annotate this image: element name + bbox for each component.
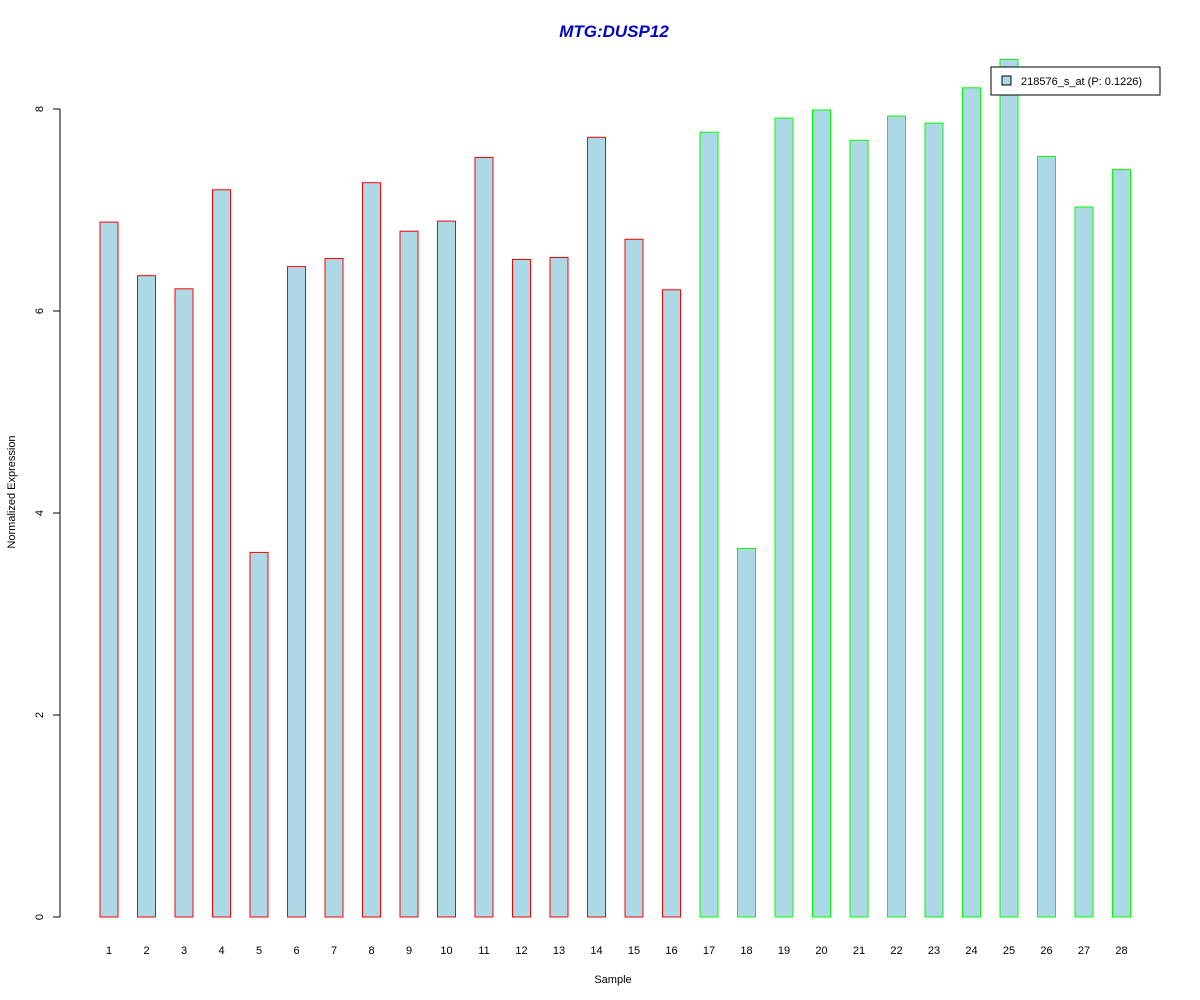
x-tick-label: 24 bbox=[965, 945, 977, 957]
bar-sample-2 bbox=[137, 275, 156, 918]
bar-sample-1 bbox=[99, 221, 119, 918]
bar-sample-22 bbox=[887, 115, 906, 918]
bar-sample-19 bbox=[774, 117, 794, 918]
legend-box bbox=[990, 66, 1161, 96]
x-tick-label: 23 bbox=[928, 945, 940, 957]
bar-sample-25 bbox=[999, 59, 1019, 918]
x-tick-label: 11 bbox=[478, 945, 489, 957]
x-tick-label: 8 bbox=[368, 945, 374, 957]
bar-sample-4 bbox=[212, 189, 231, 918]
bar-sample-24 bbox=[962, 87, 981, 918]
x-tick-label: 4 bbox=[218, 945, 224, 957]
x-axis-label: Sample bbox=[594, 974, 631, 986]
y-tick-label: 8 bbox=[34, 106, 46, 112]
x-tick-label: 16 bbox=[665, 945, 677, 957]
x-tick-label: 5 bbox=[256, 945, 262, 957]
bar-sample-21 bbox=[849, 139, 869, 918]
legend-swatch bbox=[1001, 75, 1012, 86]
bar-sample-14 bbox=[587, 136, 606, 918]
x-tick-label: 3 bbox=[181, 945, 187, 957]
x-tick-label: 26 bbox=[1040, 945, 1052, 957]
y-tick-label: 0 bbox=[34, 914, 46, 920]
y-tick-label: 4 bbox=[34, 510, 46, 516]
bar-sample-9 bbox=[399, 230, 419, 918]
x-tick-label: 9 bbox=[406, 945, 412, 957]
bar-sample-12 bbox=[512, 259, 531, 918]
y-axis-label: Normalized Expression bbox=[6, 435, 18, 548]
x-tick-label: 20 bbox=[815, 945, 827, 957]
x-tick-label: 10 bbox=[440, 945, 452, 957]
legend: 218576_s_at (P: 0.1226) bbox=[990, 66, 1161, 96]
x-tick-label: 13 bbox=[553, 945, 565, 957]
bar-sample-5 bbox=[249, 551, 269, 918]
x-tick-label: 19 bbox=[778, 945, 790, 957]
bar-sample-27 bbox=[1074, 206, 1094, 918]
y-axis: 0 2 4 6 8 bbox=[34, 106, 61, 920]
bar-sample-16 bbox=[662, 289, 681, 918]
bar-sample-20 bbox=[812, 109, 831, 918]
bar-sample-15 bbox=[624, 238, 644, 918]
x-tick-labels: 1 2 3 4 5 6 7 8 9 10 11 12 13 14 15 16 17 18 19 20 21 22 23 24 2… bbox=[106, 945, 1128, 957]
bar-sample-26 bbox=[1037, 156, 1056, 918]
bar-sample-11 bbox=[474, 157, 494, 918]
chart-title: MTG:DUSP12 bbox=[559, 22, 669, 41]
bar-sample-28 bbox=[1112, 169, 1131, 918]
bar-sample-8 bbox=[362, 182, 381, 918]
x-tick-label: 25 bbox=[1003, 945, 1015, 957]
x-tick-label: 12 bbox=[515, 945, 527, 957]
legend-label: 218576_s_at (P: 0.1226) bbox=[1021, 76, 1142, 88]
bar-sample-13 bbox=[549, 257, 569, 918]
y-tick-label: 2 bbox=[34, 712, 46, 718]
bar-sample-7 bbox=[324, 258, 344, 918]
x-tick-label: 2 bbox=[143, 945, 149, 957]
x-tick-label: 7 bbox=[331, 945, 337, 957]
x-tick-label: 15 bbox=[628, 945, 640, 957]
x-tick-label: 22 bbox=[890, 945, 902, 957]
x-tick-label: 18 bbox=[740, 945, 752, 957]
bar-sample-6 bbox=[287, 266, 306, 918]
bar-sample-17 bbox=[699, 131, 719, 918]
bar-sample-18 bbox=[737, 547, 756, 918]
x-tick-label: 6 bbox=[293, 945, 299, 957]
bar-sample-3 bbox=[174, 288, 194, 918]
bar-sample-23 bbox=[924, 122, 944, 918]
x-tick-label: 28 bbox=[1115, 945, 1127, 957]
x-tick-label: 14 bbox=[590, 945, 602, 957]
y-tick-label: 6 bbox=[34, 308, 46, 314]
x-tick-label: 17 bbox=[703, 945, 715, 957]
x-tick-label: 21 bbox=[853, 945, 865, 957]
bars-group bbox=[99, 59, 1131, 918]
x-tick-label: 27 bbox=[1078, 945, 1090, 957]
x-tick-label: 1 bbox=[106, 945, 112, 957]
bar-sample-10 bbox=[437, 220, 456, 918]
